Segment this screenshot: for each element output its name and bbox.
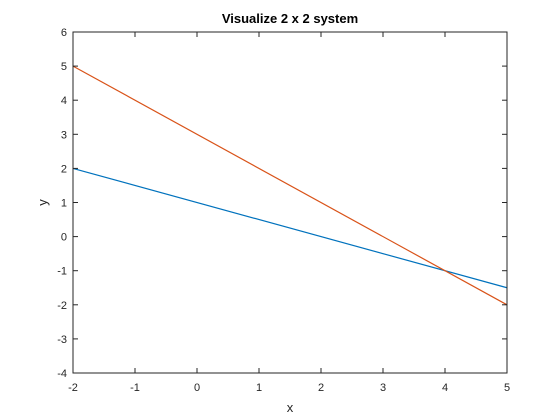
y-axis-label: y	[35, 199, 50, 206]
y-tick-label: 4	[61, 95, 67, 107]
x-tick-label: 5	[504, 382, 510, 394]
y-tick-label: 5	[61, 61, 67, 73]
y-tick-label: 6	[61, 27, 67, 39]
x-tick-label: 3	[380, 382, 386, 394]
y-tick-label: 3	[61, 129, 67, 141]
series-line-2	[72, 65, 508, 306]
x-axis-label: x	[287, 400, 294, 415]
axes-background	[73, 32, 507, 373]
tick-layer: -2 -1 0 1 2 3 4 5 -4 -3 -2 -1 0 1 2 3 4 5 6	[57, 27, 510, 394]
series-layer	[72, 65, 508, 306]
x-tick-label: 4	[442, 382, 448, 394]
y-tick-label: 0	[61, 232, 67, 244]
y-tick-label: 1	[61, 198, 67, 210]
y-tick-label: 2	[61, 163, 67, 175]
y-tick-label: -3	[57, 334, 67, 346]
x-tick-label: -2	[68, 382, 78, 394]
x-tick-label: 2	[318, 382, 324, 394]
x-tick-label: -1	[130, 382, 140, 394]
y-tick-label: -1	[57, 266, 67, 278]
chart-title: Visualize 2 x 2 system	[222, 11, 358, 26]
x-tick-label: 0	[194, 382, 200, 394]
x-tick-label: 1	[256, 382, 262, 394]
y-tick-label: -2	[57, 300, 67, 312]
series-line-1	[72, 167, 508, 289]
y-tick-label: -4	[57, 368, 67, 380]
